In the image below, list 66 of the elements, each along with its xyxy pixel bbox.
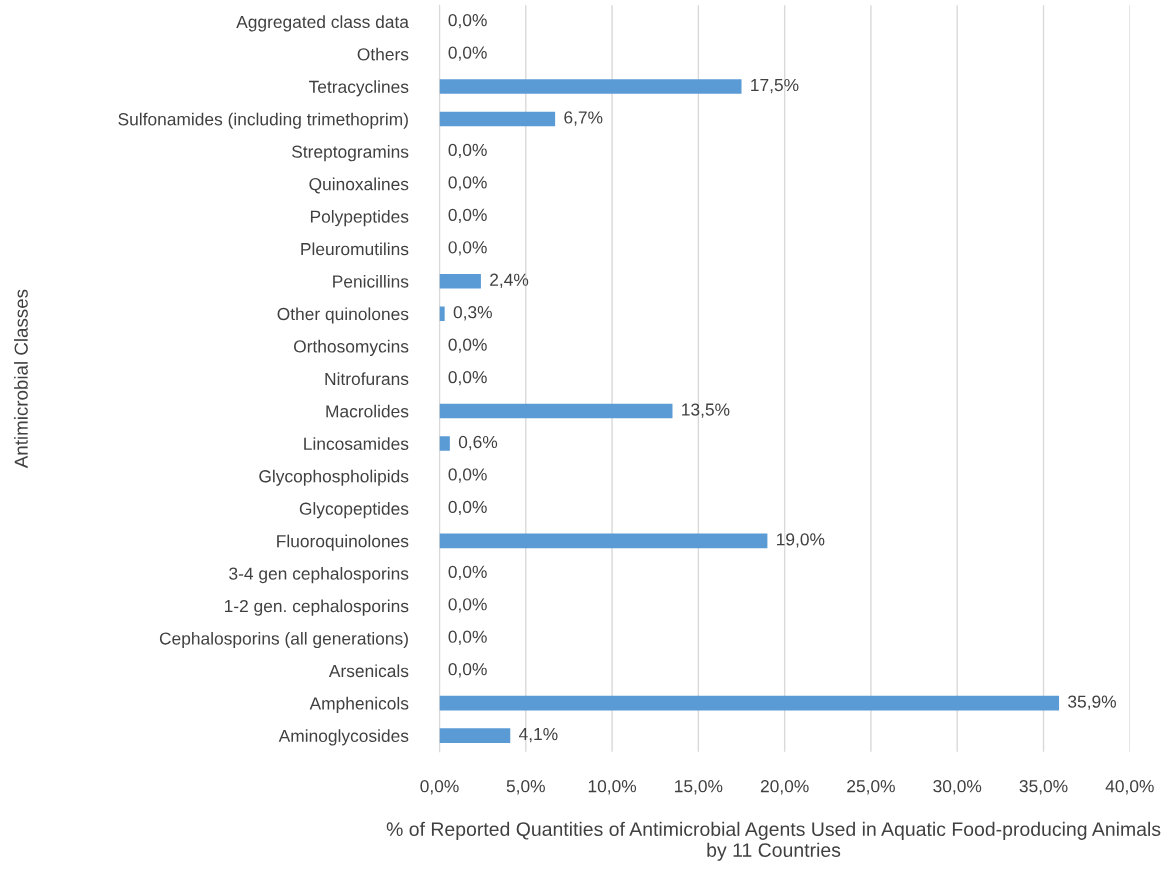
y-tick-label: Others — [357, 47, 409, 61]
y-tick-label: Lincosamides — [304, 437, 409, 450]
data-label: 17,5% — [751, 78, 799, 94]
x-tick-label: 5,0% — [506, 780, 545, 795]
data-label: 0,0% — [448, 468, 487, 483]
y-tick-label: Streptogramins — [292, 145, 409, 162]
y-tick-label: Aminoglycosides — [278, 729, 409, 746]
y-tick-label: Macrolides — [326, 404, 409, 418]
data-label: 35,9% — [1068, 695, 1116, 710]
data-label: 6,7% — [564, 111, 603, 126]
x-tick-label: 0,0% — [420, 780, 459, 795]
y-tick-label: Cephalosporins (all generations) — [159, 631, 408, 649]
data-label: 13,5% — [682, 403, 730, 418]
data-label: 0,0% — [448, 338, 487, 353]
bar — [439, 728, 511, 743]
y-tick-label: Amphenicols — [309, 696, 409, 714]
data-label: 0,0% — [448, 598, 487, 613]
data-label: 0,0% — [448, 143, 487, 159]
data-label: 19,0% — [777, 533, 825, 548]
x-tick-label: 20,0% — [760, 780, 809, 795]
x-tick-label: 25,0% — [847, 780, 895, 795]
x-tick-label: 15,0% — [675, 780, 723, 795]
y-tick-label: Pleuromutilins — [301, 242, 409, 256]
data-label: 4,1% — [518, 728, 558, 743]
bar — [439, 306, 445, 321]
data-label: 0,0% — [448, 630, 487, 645]
data-label: 2,4% — [490, 273, 529, 288]
x-tick-label: 30,0% — [933, 780, 982, 795]
data-label: 0,0% — [448, 13, 487, 29]
y-tick-label: 1-2 gen. cephalosporins — [224, 599, 409, 616]
x-tick-label: 35,0% — [1019, 780, 1068, 795]
y-tick-label: Fluoroquinolones — [277, 534, 409, 551]
y-tick-label: Polypeptides — [310, 210, 409, 227]
data-label: 0,6% — [458, 435, 498, 451]
y-tick-label: Penicillins — [333, 274, 409, 288]
bar — [439, 79, 742, 94]
data-label: 0,0% — [448, 208, 487, 224]
y-tick-label: Orthosomycins — [294, 339, 409, 357]
y-tick-label: Tetracyclines — [309, 80, 409, 97]
y-tick-label: Other quinolones — [277, 307, 409, 324]
y-tick-label: Quinoxalines — [309, 177, 409, 194]
bar — [439, 403, 673, 419]
bar — [439, 111, 556, 127]
y-axis-title: Antimicrobial Classes — [14, 289, 28, 469]
data-label: 0,0% — [448, 370, 487, 386]
y-tick-label: 3-4 gen cephalosporins — [229, 567, 409, 584]
y-tick-label: Aggregated class data — [236, 15, 409, 32]
data-label: 0,0% — [448, 565, 487, 581]
y-tick-label: Glycopeptides — [299, 502, 409, 519]
y-tick-label: Arsenicals — [328, 664, 409, 678]
data-label: 0,0% — [448, 500, 487, 516]
bar — [439, 273, 481, 289]
data-label: 0,0% — [448, 176, 487, 191]
data-label: 0,3% — [453, 306, 492, 321]
data-label: 0,0% — [448, 46, 487, 61]
data-label: 0,0% — [448, 241, 487, 256]
bar — [439, 533, 768, 549]
x-axis-title: % of Reported Quantities of Antimicrobial Agents Used in Aquatic Food-producing Animals by 11 Countries — [386, 821, 1161, 861]
y-tick-label: Glycophospholipids — [259, 469, 409, 486]
bar — [439, 436, 450, 451]
y-tick-label: Sulfonamides (including trimethoprim) — [118, 112, 408, 129]
x-tick-label: 40,0% — [1105, 780, 1154, 795]
bar — [439, 695, 1060, 711]
y-tick-label: Nitrofurans — [325, 372, 409, 386]
x-tick-label: 10,0% — [588, 780, 637, 795]
data-label: 0,0% — [448, 663, 487, 678]
